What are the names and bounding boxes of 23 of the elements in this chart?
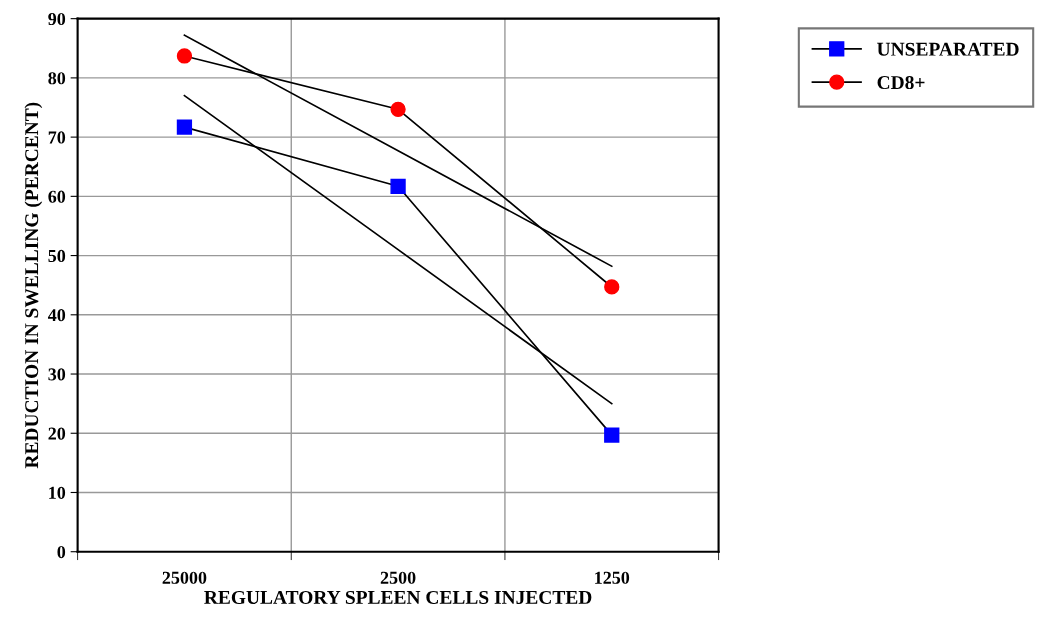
y-tick-label: 70 xyxy=(48,131,66,144)
y-tick-label: 20 xyxy=(48,427,66,440)
x-axis-title: REGULATORY SPLEEN CELLS INJECTED xyxy=(204,590,592,604)
y-tick-label: 90 xyxy=(48,12,66,26)
x-tick-label: 25000 xyxy=(162,571,207,584)
x-tick-label: 2500 xyxy=(380,571,416,584)
y-tick-label: 60 xyxy=(48,190,66,203)
point xyxy=(604,279,620,295)
y-tick-label: 80 xyxy=(48,72,66,85)
y-tick-label: 30 xyxy=(48,368,66,381)
y-axis-title: REDUCTION IN SWELLING (PERCENT) xyxy=(24,102,43,469)
point xyxy=(390,178,406,194)
x-tick-label: 1250 xyxy=(595,571,630,584)
y-tick-label: 50 xyxy=(48,249,66,263)
legend-label: CD8+ xyxy=(877,75,925,90)
point xyxy=(604,427,620,443)
y-tick-label: 10 xyxy=(49,486,66,499)
y-tick-label: 0 xyxy=(57,545,66,559)
point xyxy=(390,101,406,117)
point xyxy=(176,48,193,64)
y-tick-label: 40 xyxy=(47,309,66,322)
point xyxy=(176,119,193,135)
legend-label: UNSEPARATED xyxy=(877,42,1019,56)
